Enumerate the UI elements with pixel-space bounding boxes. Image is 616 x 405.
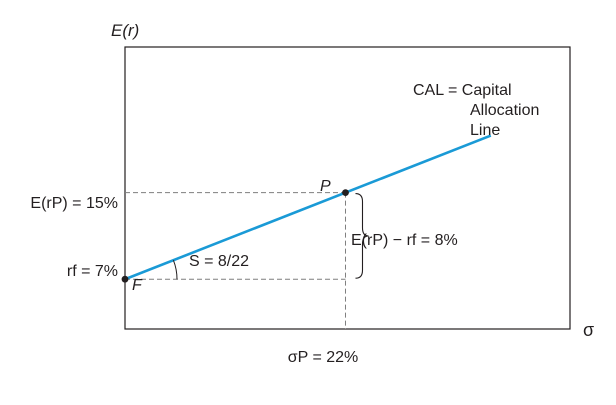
premium-brace <box>355 193 369 279</box>
cal-line <box>124 134 492 281</box>
slope-label: S = 8/22 <box>189 253 249 270</box>
risk-premium-label: E(rP) − rf = 8% <box>351 232 458 249</box>
cal-label-line1: CAL = Capital <box>413 82 512 99</box>
plot-frame <box>124 46 571 330</box>
y-tick-label-risk-free: rf = 7% <box>67 263 118 280</box>
cal-label-line3: Line <box>470 122 500 139</box>
y-tick-label-portfolio: E(rP) = 15% <box>30 195 118 212</box>
point-p-marker <box>342 189 349 197</box>
point-f-label: F <box>132 277 143 294</box>
x-axis-title: σ <box>583 320 594 340</box>
y-axis-title: E(r) <box>111 21 139 40</box>
cal-label-line2: Allocation <box>470 102 539 119</box>
point-p-label: P <box>320 178 331 195</box>
point-f-marker <box>121 275 129 283</box>
slope-arc <box>172 260 178 280</box>
x-tick-label-portfolio: σP = 22% <box>288 349 359 366</box>
